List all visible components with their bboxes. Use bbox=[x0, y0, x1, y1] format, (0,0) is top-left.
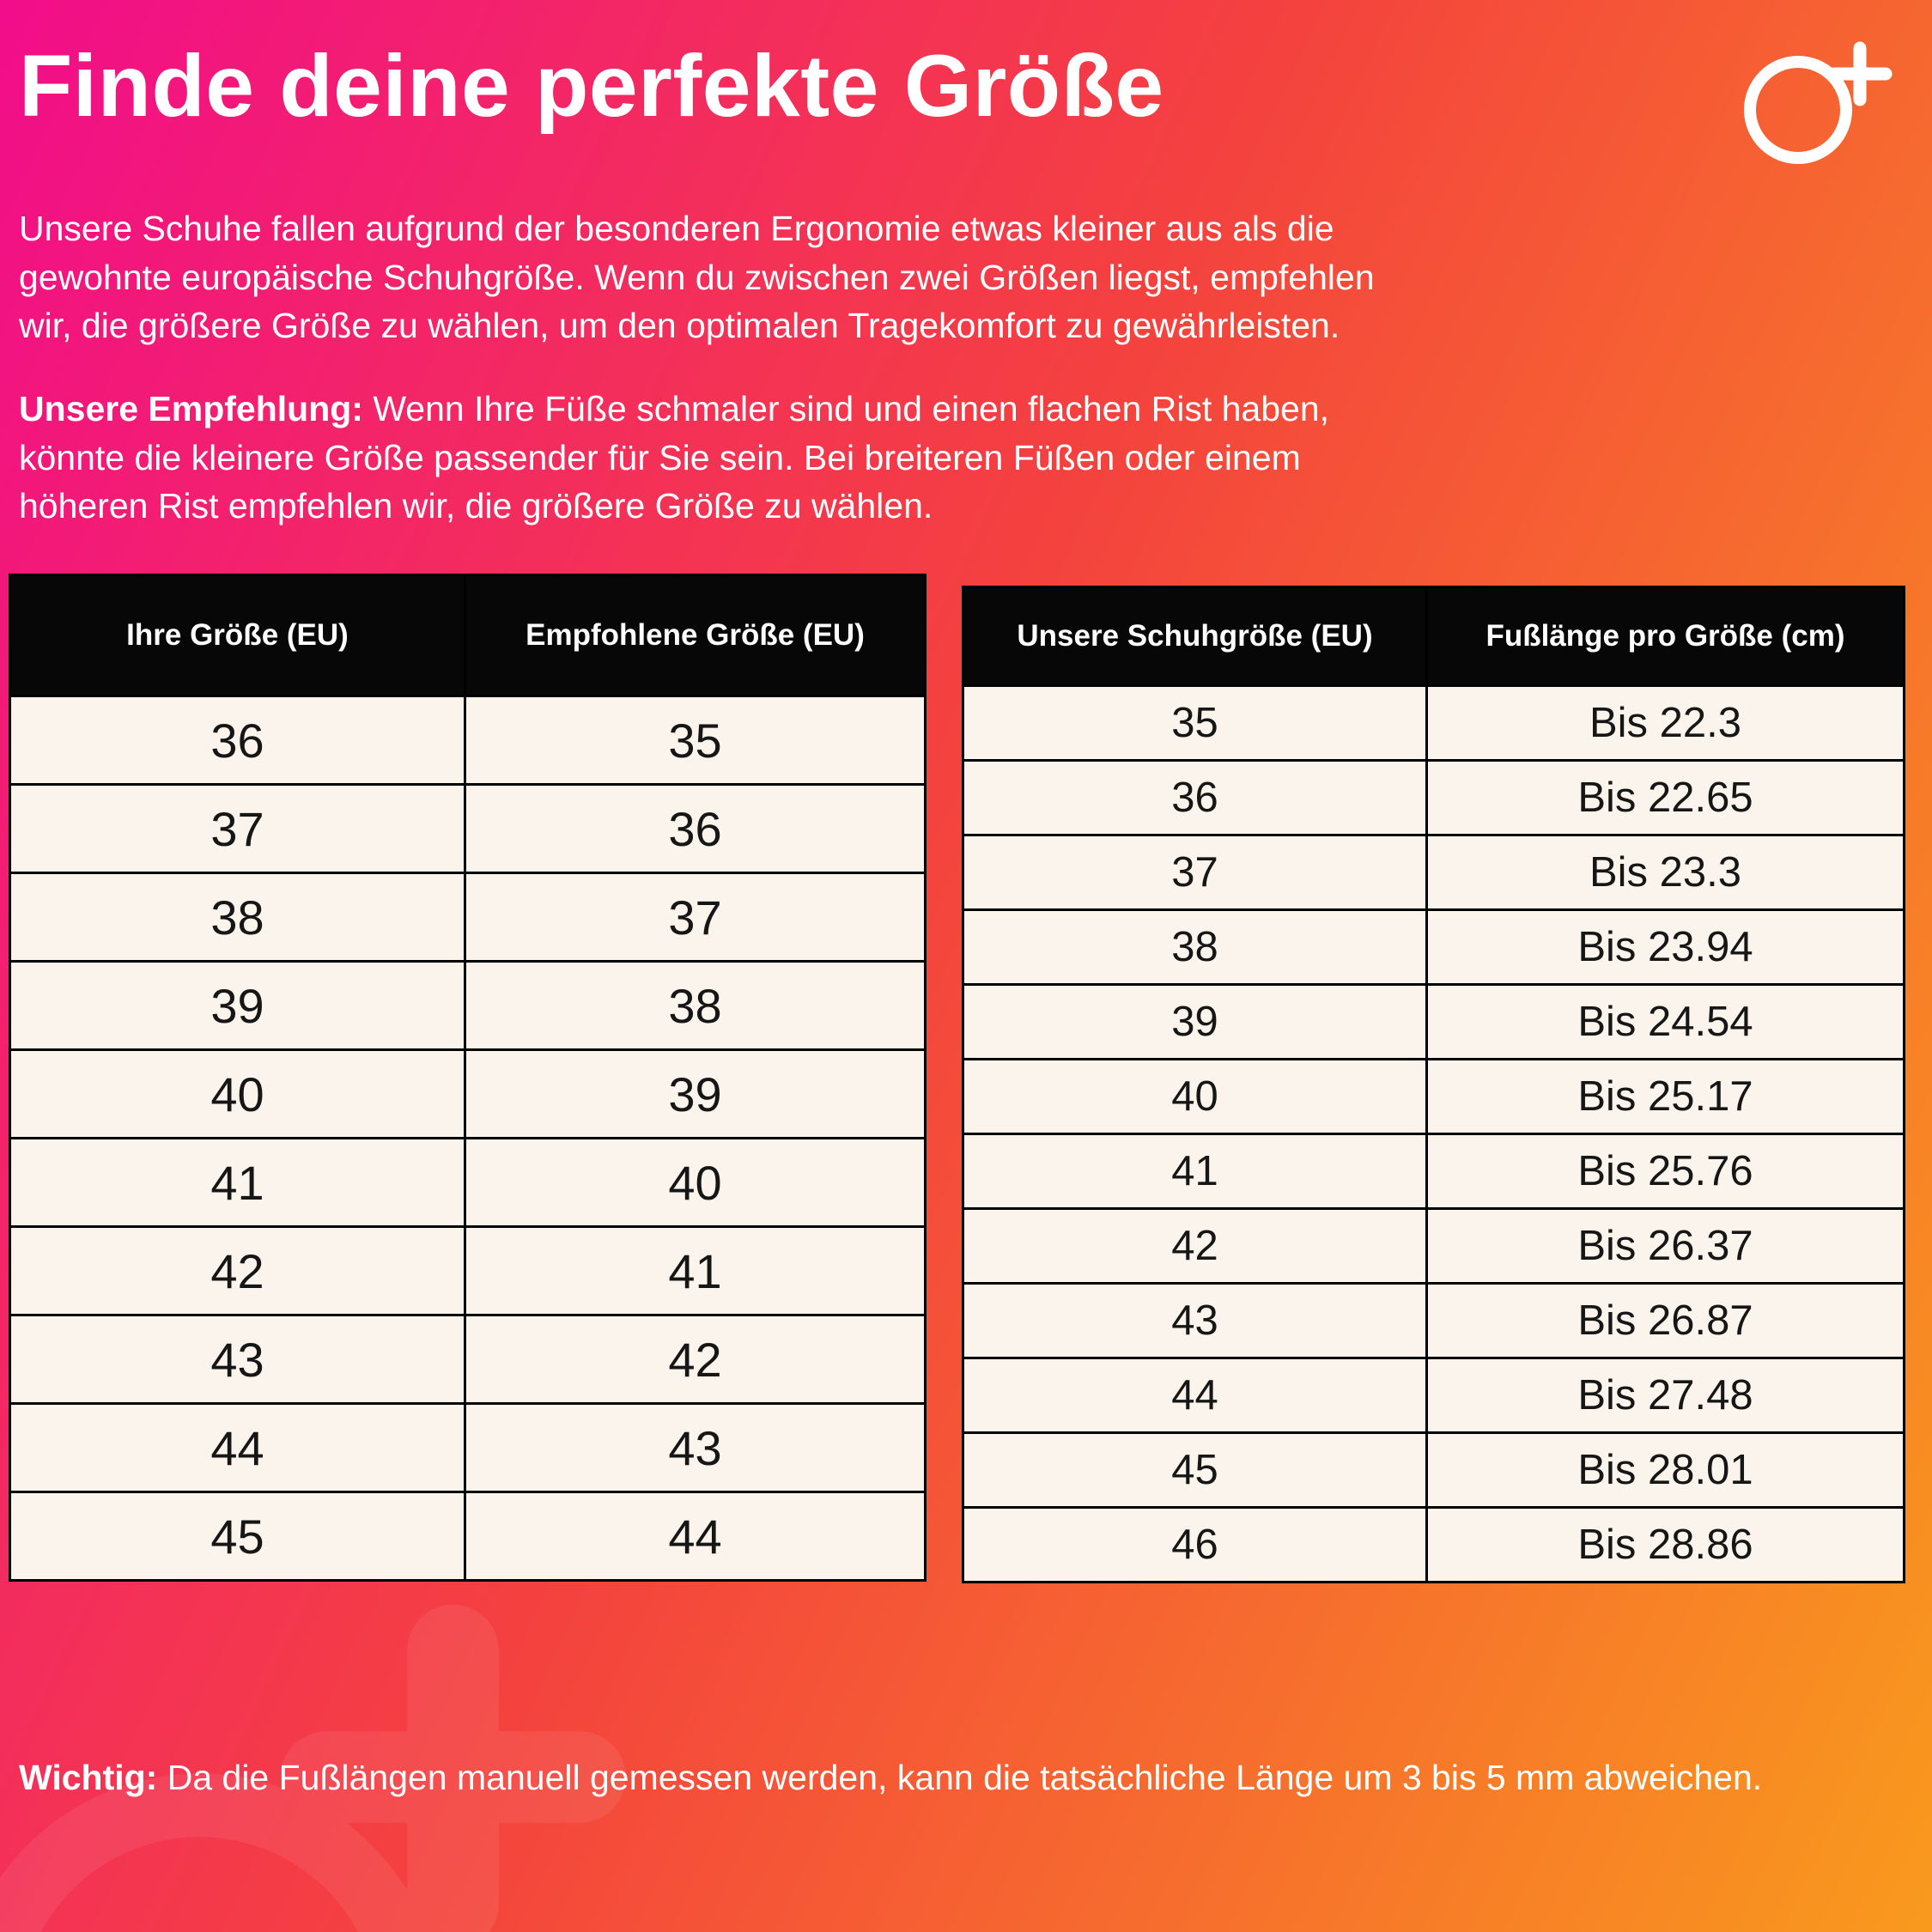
table-row: 45 44 bbox=[9, 1491, 927, 1582]
column-header: Ihre Größe (EU) bbox=[9, 574, 466, 697]
table-row: 43 42 bbox=[9, 1314, 927, 1405]
table-row: 41 Bis 25.76 bbox=[962, 1133, 1905, 1210]
table-row: 37 36 bbox=[9, 783, 927, 874]
table-row: 43 Bis 26.87 bbox=[962, 1282, 1905, 1359]
table-cell: 36 bbox=[464, 783, 927, 874]
table-cell: 37 bbox=[962, 834, 1428, 911]
table-cell: 43 bbox=[9, 1314, 466, 1405]
intro-text: Unsere Schuhe fallen aufgrund der besond… bbox=[19, 209, 1375, 346]
recommendation-paragraph: Unsere Empfehlung: Wenn Ihre Füße schmal… bbox=[19, 385, 1376, 531]
table-header-row: Unsere Schuhgröße (EU) Fußlänge pro Größe… bbox=[962, 586, 1905, 687]
table-row: 39 Bis 24.54 bbox=[962, 983, 1905, 1060]
note-paragraph: Wichtig: Da die Fußlängen manuell gemess… bbox=[19, 1753, 1788, 1802]
table-cell: 39 bbox=[9, 960, 466, 1051]
table-cell: 39 bbox=[464, 1048, 927, 1139]
table-cell: Bis 28.86 bbox=[1425, 1506, 1905, 1583]
table-cell: Bis 23.94 bbox=[1425, 908, 1905, 986]
table-row: 36 35 bbox=[9, 695, 927, 786]
circle-plus-icon bbox=[1744, 41, 1893, 164]
table-cell: 40 bbox=[9, 1048, 466, 1139]
foot-length-table: Unsere Schuhgröße (EU) Fußlänge pro Größe… bbox=[962, 586, 1905, 1583]
table-cell: 37 bbox=[464, 872, 927, 963]
table-cell: 43 bbox=[464, 1402, 927, 1493]
table-cell: 44 bbox=[962, 1357, 1428, 1434]
table-cell: 45 bbox=[962, 1431, 1428, 1509]
table-cell: 42 bbox=[464, 1314, 927, 1405]
table-cell: 41 bbox=[464, 1225, 927, 1316]
table-cell: 42 bbox=[9, 1225, 466, 1316]
table-row: 42 Bis 26.37 bbox=[962, 1207, 1905, 1285]
table-cell: Bis 22.65 bbox=[1425, 759, 1905, 836]
size-conversion-table: Ihre Größe (EU) Empfohlene Größe (EU) 36 3… bbox=[9, 574, 927, 1582]
table-row: 40 Bis 25.17 bbox=[962, 1058, 1905, 1135]
table-row: 40 39 bbox=[9, 1048, 927, 1139]
table-cell: Bis 25.17 bbox=[1425, 1058, 1905, 1135]
table-row: 35 Bis 22.3 bbox=[962, 684, 1905, 762]
table-cell: Bis 28.01 bbox=[1425, 1431, 1905, 1509]
table-cell: Bis 25.76 bbox=[1425, 1133, 1905, 1210]
table-cell: 36 bbox=[962, 759, 1428, 836]
column-header: Unsere Schuhgröße (EU) bbox=[962, 586, 1428, 687]
table-cell: 37 bbox=[9, 783, 466, 874]
table-cell: 38 bbox=[962, 908, 1428, 986]
table-row: 38 37 bbox=[9, 872, 927, 963]
table-cell: 42 bbox=[962, 1207, 1428, 1285]
table-cell: 36 bbox=[9, 695, 466, 786]
table-row: 46 Bis 28.86 bbox=[962, 1506, 1905, 1583]
table-row: 36 Bis 22.65 bbox=[962, 759, 1905, 836]
table-row: 37 Bis 23.3 bbox=[962, 834, 1905, 911]
table-cell: 43 bbox=[962, 1282, 1428, 1359]
table-cell: 44 bbox=[464, 1491, 927, 1582]
recommendation-body: Wenn Ihre Füße schmaler sind und einen f… bbox=[19, 389, 1330, 526]
table-cell: Bis 27.48 bbox=[1425, 1357, 1905, 1434]
table-cell: 35 bbox=[962, 684, 1428, 762]
table-row: 45 Bis 28.01 bbox=[962, 1431, 1905, 1509]
recommendation-label: Unsere Empfehlung: bbox=[19, 389, 363, 428]
table-cell: 35 bbox=[464, 695, 927, 786]
table-row: 41 40 bbox=[9, 1137, 927, 1228]
table-cell: Bis 23.3 bbox=[1425, 834, 1905, 911]
column-header: Fußlänge pro Größe (cm) bbox=[1425, 586, 1905, 687]
table-row: 44 Bis 27.48 bbox=[962, 1357, 1905, 1434]
table-row: 38 Bis 23.94 bbox=[962, 908, 1905, 986]
table-cell: 38 bbox=[9, 872, 466, 963]
brand-logo bbox=[1733, 34, 1905, 172]
table-cell: 41 bbox=[962, 1133, 1428, 1210]
table-cell: Bis 24.54 bbox=[1425, 983, 1905, 1060]
page-title: Finde deine perfekte Größe bbox=[19, 37, 1164, 135]
note-label: Wichtig: bbox=[19, 1758, 158, 1797]
table-row: 39 38 bbox=[9, 960, 927, 1051]
column-header: Empfohlene Größe (EU) bbox=[464, 574, 927, 697]
table-cell: 45 bbox=[9, 1491, 466, 1582]
table-cell: 41 bbox=[9, 1137, 466, 1228]
table-cell: 40 bbox=[962, 1058, 1428, 1135]
table-cell: 38 bbox=[464, 960, 927, 1051]
table-cell: 40 bbox=[464, 1137, 927, 1228]
table-cell: Bis 26.87 bbox=[1425, 1282, 1905, 1359]
table-cell: Bis 22.3 bbox=[1425, 684, 1905, 762]
table-cell: Bis 26.37 bbox=[1425, 1207, 1905, 1285]
table-header-row: Ihre Größe (EU) Empfohlene Größe (EU) bbox=[9, 574, 927, 697]
table-cell: 44 bbox=[9, 1402, 466, 1493]
table-cell: 39 bbox=[962, 983, 1428, 1060]
table-row: 44 43 bbox=[9, 1402, 927, 1493]
table-row: 42 41 bbox=[9, 1225, 927, 1316]
table-cell: 46 bbox=[962, 1506, 1428, 1583]
note-body: Da die Fußlängen manuell gemessen werden… bbox=[157, 1758, 1763, 1797]
